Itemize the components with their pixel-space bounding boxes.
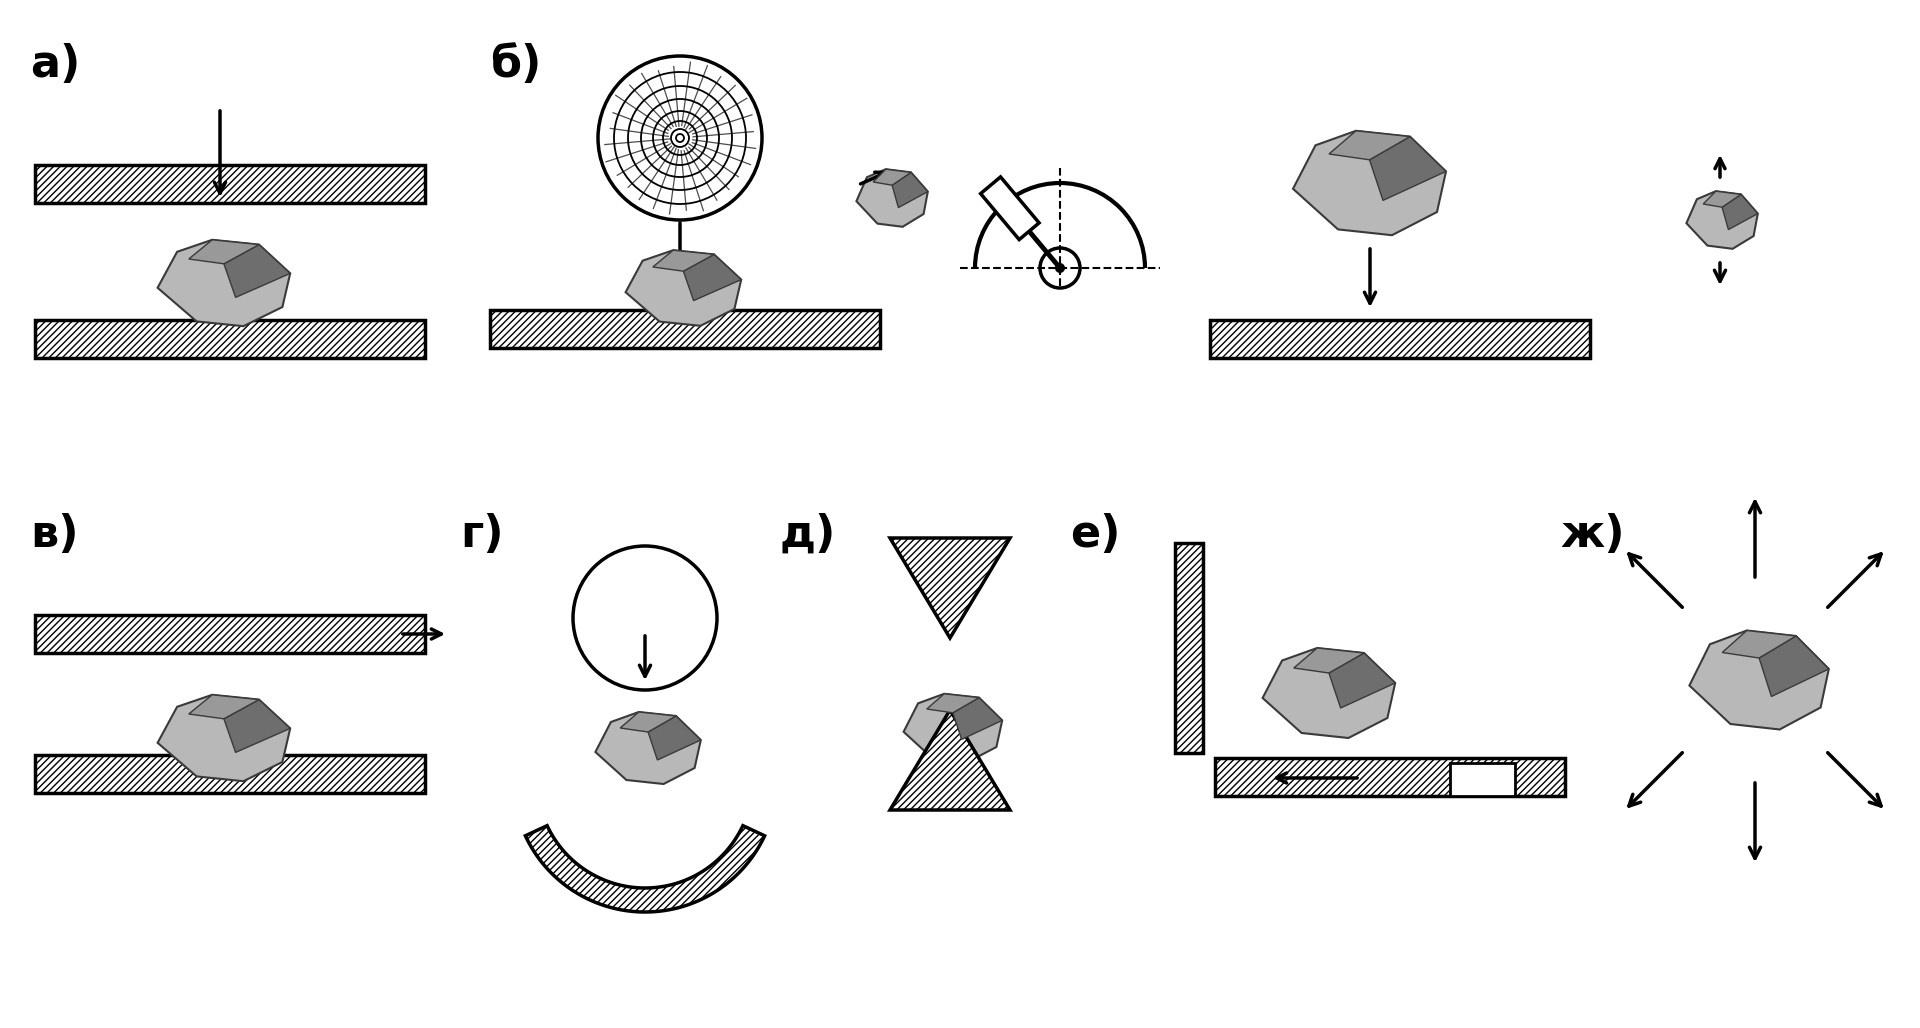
Polygon shape: [188, 240, 259, 264]
Bar: [35, 320, 424, 358]
Polygon shape: [1759, 636, 1828, 697]
Polygon shape: [952, 698, 1002, 739]
Bar: [1215, 758, 1565, 796]
Polygon shape: [1263, 648, 1396, 738]
Bar: [1210, 320, 1590, 358]
Polygon shape: [684, 254, 741, 300]
Polygon shape: [157, 240, 290, 326]
Text: а): а): [31, 43, 81, 86]
Polygon shape: [1703, 191, 1741, 208]
Bar: [1175, 543, 1204, 752]
Polygon shape: [1294, 648, 1363, 673]
Bar: [35, 166, 424, 203]
Polygon shape: [856, 170, 927, 227]
Bar: [35, 755, 424, 793]
Polygon shape: [891, 538, 1010, 638]
Text: д): д): [780, 513, 837, 556]
Polygon shape: [891, 710, 1010, 810]
Polygon shape: [893, 173, 927, 208]
Polygon shape: [626, 250, 741, 326]
Polygon shape: [1329, 653, 1396, 708]
Polygon shape: [649, 715, 701, 760]
Polygon shape: [981, 177, 1039, 240]
Bar: [490, 310, 879, 348]
Bar: [35, 615, 424, 653]
Polygon shape: [157, 695, 290, 781]
Text: г): г): [461, 513, 503, 556]
Polygon shape: [1369, 137, 1446, 200]
Bar: [1450, 763, 1515, 796]
Polygon shape: [620, 712, 676, 732]
Polygon shape: [225, 245, 290, 297]
Polygon shape: [904, 694, 1002, 762]
Polygon shape: [927, 694, 979, 712]
Polygon shape: [1722, 630, 1795, 658]
Polygon shape: [526, 825, 764, 912]
Polygon shape: [225, 700, 290, 752]
Polygon shape: [1722, 194, 1759, 229]
Text: ж): ж): [1559, 513, 1624, 556]
Polygon shape: [1329, 131, 1409, 159]
Circle shape: [1054, 263, 1066, 273]
Text: в): в): [31, 513, 79, 556]
Polygon shape: [188, 695, 259, 719]
Polygon shape: [1690, 630, 1828, 730]
Text: б): б): [490, 43, 541, 86]
Polygon shape: [874, 170, 910, 185]
Polygon shape: [1686, 191, 1759, 249]
Polygon shape: [595, 712, 701, 784]
Polygon shape: [653, 250, 714, 271]
Polygon shape: [1292, 131, 1446, 235]
Text: е): е): [1069, 513, 1121, 556]
